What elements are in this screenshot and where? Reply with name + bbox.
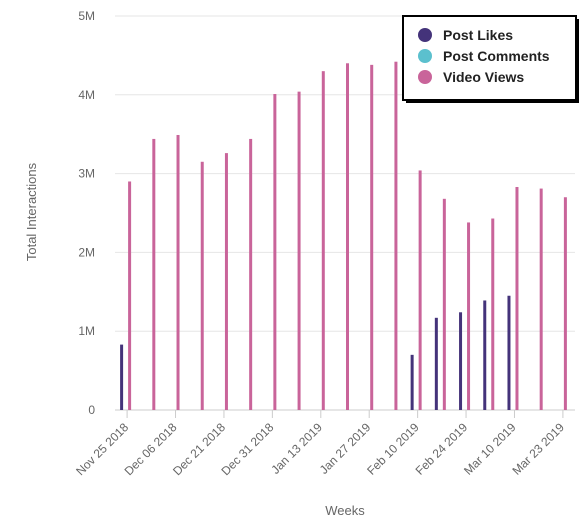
- legend-marker: [418, 70, 432, 84]
- x-tick-label: Jan 13 2019: [268, 420, 325, 477]
- bar-video-views: [563, 197, 567, 410]
- bar-video-views: [200, 161, 204, 410]
- bars: [120, 61, 567, 411]
- bar-video-views: [491, 218, 495, 410]
- bar-video-views: [224, 153, 228, 410]
- bar-video-views: [297, 91, 301, 410]
- bar-video-views: [394, 61, 398, 410]
- bar-video-views: [370, 64, 374, 410]
- bar-video-views: [515, 186, 519, 410]
- legend-marker: [418, 49, 432, 63]
- y-tick-label: 3M: [78, 167, 95, 181]
- grid-lines: [115, 15, 575, 411]
- bar-post-likes: [434, 317, 438, 410]
- bar-video-views: [418, 170, 422, 410]
- y-tick-label: 5M: [78, 9, 95, 23]
- legend-box: [402, 15, 577, 101]
- bar-video-views: [346, 63, 349, 410]
- bar-video-views: [467, 222, 471, 410]
- bar-video-views: [442, 198, 446, 410]
- bar-video-views: [128, 181, 132, 410]
- legend-label: Video Views: [443, 69, 524, 85]
- bar-post-likes: [120, 344, 124, 410]
- legend-marker: [418, 28, 432, 42]
- y-axis-title: Total Interactions: [24, 162, 39, 261]
- y-tick-label: 2M: [78, 245, 95, 259]
- bar-post-likes: [459, 312, 463, 410]
- bar-video-views: [249, 138, 253, 411]
- legend: Post Likes Post Comments Video Views: [402, 15, 579, 103]
- bar-post-likes: [507, 295, 511, 410]
- bar-video-views: [321, 71, 325, 410]
- bar-video-views: [539, 188, 543, 410]
- y-tick-label: 4M: [78, 88, 95, 102]
- legend-label: Post Comments: [443, 48, 550, 64]
- legend-label: Post Likes: [443, 27, 513, 43]
- x-axis-title: Weeks: [325, 503, 365, 518]
- bar-video-views: [273, 94, 277, 411]
- bar-video-views: [176, 134, 180, 410]
- bar-post-likes: [410, 354, 414, 410]
- x-tick-label: Mar 23 2019: [509, 420, 567, 478]
- x-tick-label: Dec 31 2018: [218, 420, 276, 478]
- y-tick-label: 1M: [78, 324, 95, 338]
- bar-video-views: [152, 138, 156, 411]
- bar-post-likes: [483, 300, 487, 410]
- y-tick-label: 0: [88, 403, 95, 417]
